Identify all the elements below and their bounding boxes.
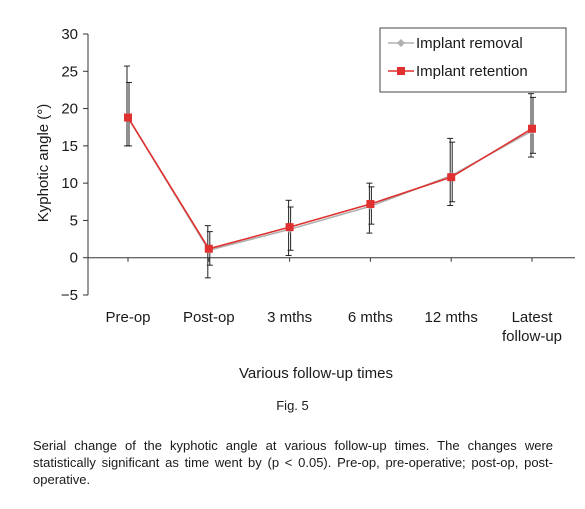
y-tick-label: 15 bbox=[61, 138, 78, 155]
error-bars bbox=[124, 65, 536, 279]
data-point bbox=[528, 124, 536, 133]
legend-marker bbox=[397, 39, 405, 47]
y-tick-label: 25 bbox=[61, 63, 78, 80]
legend-marker bbox=[397, 67, 405, 75]
series-layer bbox=[124, 113, 536, 255]
y-axis-title: Kyphotic angle (°) bbox=[35, 104, 52, 223]
legend-box bbox=[379, 27, 567, 93]
x-tick-label: 3 mths bbox=[267, 309, 312, 326]
chart-axes: −5 0 5 10 15 20 25 30 Pre-op Post-op 3 mths 6 mths 1… bbox=[61, 26, 575, 345]
series-line bbox=[127, 117, 533, 250]
data-point bbox=[366, 200, 375, 209]
data-point bbox=[285, 223, 294, 232]
data-point bbox=[124, 113, 132, 122]
series-line bbox=[127, 117, 533, 252]
y-tick-label: 30 bbox=[61, 26, 78, 43]
x-axis-title: Various follow-up times bbox=[239, 365, 393, 382]
y-tick-label: 20 bbox=[61, 101, 78, 118]
figure-label: Fig. 5 bbox=[276, 398, 309, 413]
kyphotic-angle-chart: −5 0 5 10 15 20 25 30 Pre-op Post-op 3 mths 6 mths 1… bbox=[35, 26, 575, 382]
x-tick-label: Latest bbox=[512, 309, 554, 326]
x-tick-label: 12 mths bbox=[425, 309, 478, 326]
figure-caption: Serial change of the kyphotic angle at v… bbox=[33, 438, 553, 487]
x-tick-label: Pre-op bbox=[105, 309, 150, 326]
x-tick-label: follow-up bbox=[502, 328, 562, 345]
y-tick-label: 0 bbox=[70, 250, 78, 267]
legend-label: Implant retention bbox=[416, 63, 528, 80]
chart-legend: Implant removal Implant retention bbox=[379, 27, 567, 93]
x-tick-label: 6 mths bbox=[348, 309, 393, 326]
legend-label: Implant removal bbox=[416, 35, 523, 52]
y-tick-label: 10 bbox=[61, 175, 78, 192]
y-tick-label: 5 bbox=[70, 212, 78, 229]
y-tick-label: −5 bbox=[61, 287, 78, 304]
data-point bbox=[447, 173, 456, 182]
x-tick-label: Post-op bbox=[183, 309, 235, 326]
data-point bbox=[204, 244, 213, 253]
